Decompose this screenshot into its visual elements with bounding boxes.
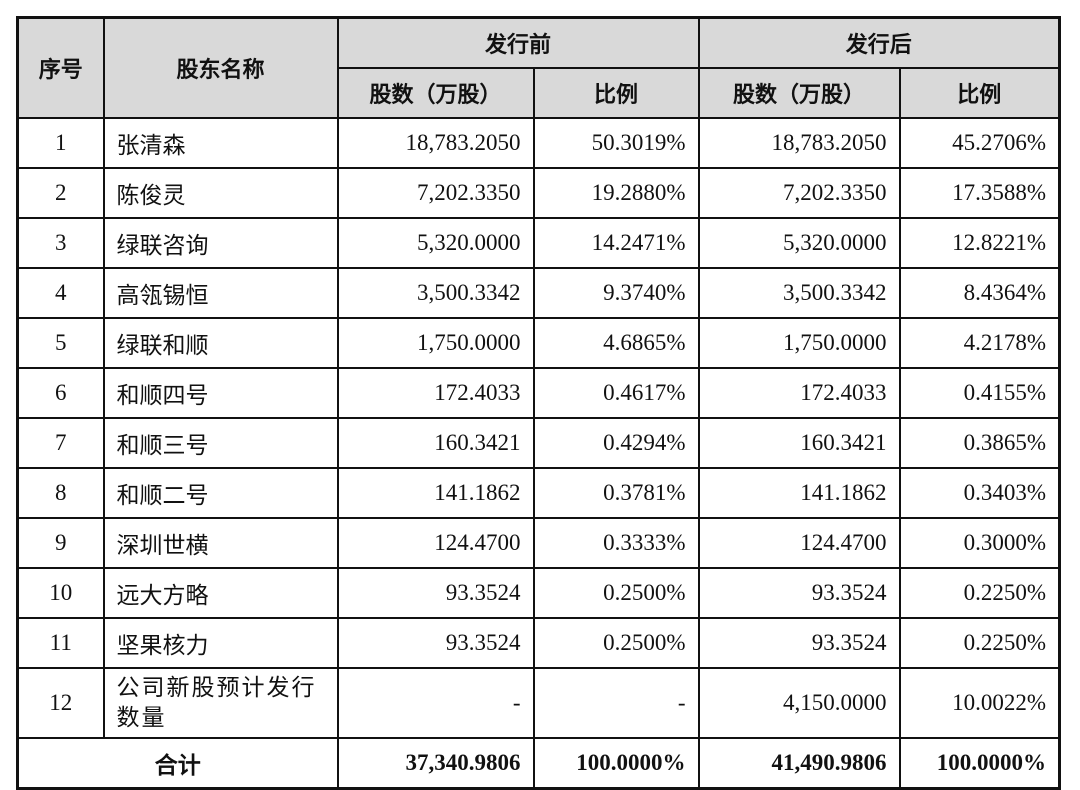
before-ratio: 0.3781% bbox=[532, 467, 700, 519]
row-index: 8 bbox=[16, 467, 105, 519]
before-shares: 160.3421 bbox=[336, 417, 535, 469]
before-ratio: 0.3333% bbox=[532, 517, 700, 569]
shareholder-name: 绿联和顺 bbox=[102, 317, 339, 369]
before-shares: 172.4033 bbox=[336, 367, 535, 419]
before-ratio: 50.3019% bbox=[532, 117, 700, 169]
total-after-ratio: 100.0000% bbox=[898, 737, 1061, 790]
shareholder-name: 陈俊灵 bbox=[102, 167, 339, 219]
before-shares: - bbox=[336, 667, 535, 739]
table-row: 4 高瓴锡恒 3,500.3342 9.3740% 3,500.3342 8.4364% bbox=[16, 267, 1061, 319]
header-index: 序号 bbox=[16, 16, 105, 119]
after-ratio: 0.2250% bbox=[898, 617, 1061, 669]
header-before: 发行前 bbox=[336, 16, 700, 69]
header-after-shares: 股数（万股） bbox=[697, 67, 901, 119]
shareholder-name: 公司新股预计发行数量 bbox=[102, 667, 339, 739]
before-shares: 7,202.3350 bbox=[336, 167, 535, 219]
shareholder-name: 高瓴锡恒 bbox=[102, 267, 339, 319]
after-shares: 172.4033 bbox=[697, 367, 901, 419]
after-shares: 5,320.0000 bbox=[697, 217, 901, 269]
shareholder-name: 和顺二号 bbox=[102, 467, 339, 519]
total-label: 合计 bbox=[16, 737, 339, 790]
before-shares: 3,500.3342 bbox=[336, 267, 535, 319]
shareholder-name: 坚果核力 bbox=[102, 617, 339, 669]
after-ratio: 0.2250% bbox=[898, 567, 1061, 619]
table-row: 3 绿联咨询 5,320.0000 14.2471% 5,320.0000 12.8221… bbox=[16, 217, 1061, 269]
table-row: 9 深圳世横 124.4700 0.3333% 124.4700 0.3000% bbox=[16, 517, 1061, 569]
row-index: 9 bbox=[16, 517, 105, 569]
table-row: 5 绿联和顺 1,750.0000 4.6865% 1,750.0000 4.2178% bbox=[16, 317, 1061, 369]
shareholder-name: 和顺三号 bbox=[102, 417, 339, 469]
before-ratio: 0.4617% bbox=[532, 367, 700, 419]
before-shares: 93.3524 bbox=[336, 567, 535, 619]
after-shares: 4,150.0000 bbox=[697, 667, 901, 739]
table-row: 8 和顺二号 141.1862 0.3781% 141.1862 0.3403% bbox=[16, 467, 1061, 519]
before-shares: 93.3524 bbox=[336, 617, 535, 669]
after-shares: 3,500.3342 bbox=[697, 267, 901, 319]
after-shares: 141.1862 bbox=[697, 467, 901, 519]
after-ratio: 10.0022% bbox=[898, 667, 1061, 739]
row-index: 1 bbox=[16, 117, 105, 169]
header-after-ratio: 比例 bbox=[898, 67, 1061, 119]
row-index: 4 bbox=[16, 267, 105, 319]
before-ratio: 19.2880% bbox=[532, 167, 700, 219]
total-before-shares: 37,340.9806 bbox=[336, 737, 535, 790]
shareholder-name: 张清森 bbox=[102, 117, 339, 169]
table-row: 2 陈俊灵 7,202.3350 19.2880% 7,202.3350 17.3588% bbox=[16, 167, 1061, 219]
row-index: 7 bbox=[16, 417, 105, 469]
total-after-shares: 41,490.9806 bbox=[697, 737, 901, 790]
before-shares: 5,320.0000 bbox=[336, 217, 535, 269]
header-after: 发行后 bbox=[697, 16, 1061, 69]
row-index: 10 bbox=[16, 567, 105, 619]
after-ratio: 4.2178% bbox=[898, 317, 1061, 369]
after-ratio: 0.3865% bbox=[898, 417, 1061, 469]
after-ratio: 45.2706% bbox=[898, 117, 1061, 169]
before-ratio: 9.3740% bbox=[532, 267, 700, 319]
after-ratio: 12.8221% bbox=[898, 217, 1061, 269]
before-ratio: 4.6865% bbox=[532, 317, 700, 369]
shareholder-name: 和顺四号 bbox=[102, 367, 339, 419]
after-shares: 160.3421 bbox=[697, 417, 901, 469]
row-index: 5 bbox=[16, 317, 105, 369]
after-shares: 124.4700 bbox=[697, 517, 901, 569]
before-shares: 18,783.2050 bbox=[336, 117, 535, 169]
table-row: 10 远大方略 93.3524 0.2500% 93.3524 0.2250% bbox=[16, 567, 1061, 619]
shareholder-table: 序号 股东名称 发行前 发行后 股数（万股） 比例 股数（万股） 比例 1 张清森… bbox=[16, 16, 1061, 790]
header-before-ratio: 比例 bbox=[532, 67, 700, 119]
shareholder-name: 绿联咨询 bbox=[102, 217, 339, 269]
table-row: 7 和顺三号 160.3421 0.4294% 160.3421 0.3865% bbox=[16, 417, 1061, 469]
before-ratio: - bbox=[532, 667, 700, 739]
header-name: 股东名称 bbox=[102, 16, 339, 119]
after-shares: 93.3524 bbox=[697, 567, 901, 619]
before-ratio: 0.4294% bbox=[532, 417, 700, 469]
total-before-ratio: 100.0000% bbox=[532, 737, 700, 790]
total-row: 合计 37,340.9806 100.0000% 41,490.9806 100.000… bbox=[16, 737, 1061, 790]
row-index: 2 bbox=[16, 167, 105, 219]
row-index: 3 bbox=[16, 217, 105, 269]
table-row: 12 公司新股预计发行数量 - -4,150.0000 10.0022% bbox=[16, 667, 1061, 739]
before-shares: 124.4700 bbox=[336, 517, 535, 569]
row-index: 11 bbox=[16, 617, 105, 669]
before-ratio: 14.2471% bbox=[532, 217, 700, 269]
after-ratio: 0.4155% bbox=[898, 367, 1061, 419]
table-row: 6 和顺四号 172.4033 0.4617% 172.4033 0.4155% bbox=[16, 367, 1061, 419]
before-ratio: 0.2500% bbox=[532, 567, 700, 619]
after-shares: 7,202.3350 bbox=[697, 167, 901, 219]
after-shares: 93.3524 bbox=[697, 617, 901, 669]
after-ratio: 0.3403% bbox=[898, 467, 1061, 519]
before-shares: 1,750.0000 bbox=[336, 317, 535, 369]
row-index: 12 bbox=[16, 667, 105, 739]
table-row: 1 张清森 18,783.2050 50.3019% 18,783.2050 45.270… bbox=[16, 117, 1061, 169]
before-shares: 141.1862 bbox=[336, 467, 535, 519]
after-ratio: 8.4364% bbox=[898, 267, 1061, 319]
shareholder-name: 远大方略 bbox=[102, 567, 339, 619]
after-shares: 18,783.2050 bbox=[697, 117, 901, 169]
after-ratio: 0.3000% bbox=[898, 517, 1061, 569]
table-row: 11 坚果核力 93.3524 0.2500% 93.3524 0.2250% bbox=[16, 617, 1061, 669]
after-shares: 1,750.0000 bbox=[697, 317, 901, 369]
after-ratio: 17.3588% bbox=[898, 167, 1061, 219]
row-index: 6 bbox=[16, 367, 105, 419]
shareholder-name: 深圳世横 bbox=[102, 517, 339, 569]
before-ratio: 0.2500% bbox=[532, 617, 700, 669]
header-before-shares: 股数（万股） bbox=[336, 67, 535, 119]
